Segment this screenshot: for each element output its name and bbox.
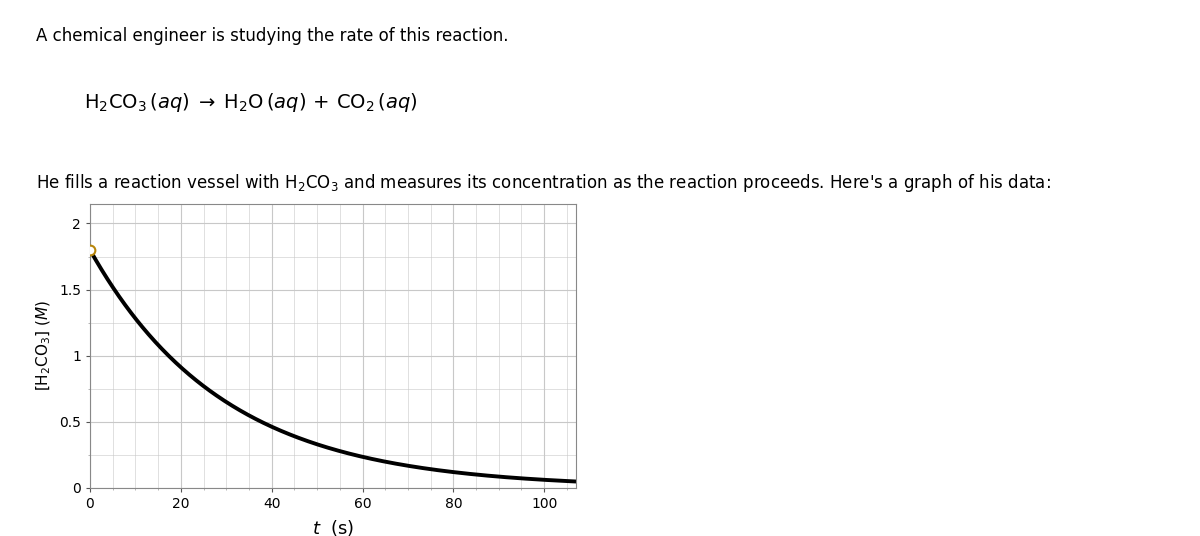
Y-axis label: $[\mathrm{H_2CO_3}]$ $(\mathit{M})$: $[\mathrm{H_2CO_3}]$ $(\mathit{M})$ bbox=[35, 300, 54, 391]
Text: A chemical engineer is studying the rate of this reaction.: A chemical engineer is studying the rate… bbox=[36, 27, 509, 45]
X-axis label: $\mathit{t}$  (s): $\mathit{t}$ (s) bbox=[312, 518, 354, 536]
Text: $\mathrm{H_2CO_3}$$\,\mathit{(aq)}$$\;\rightarrow\;$$\mathrm{H_2O}$$\,\mathit{(a: $\mathrm{H_2CO_3}$$\,\mathit{(aq)}$$\;\r… bbox=[84, 91, 418, 114]
Text: He fills a reaction vessel with $\mathrm{H_2CO_3}$ and measures its concentratio: He fills a reaction vessel with $\mathrm… bbox=[36, 172, 1051, 193]
